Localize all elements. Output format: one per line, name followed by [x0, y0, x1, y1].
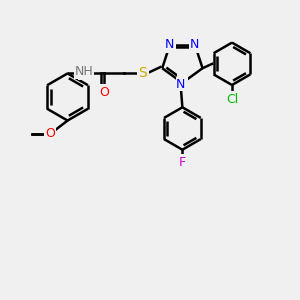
Text: Cl: Cl — [226, 93, 238, 106]
Text: NH: NH — [74, 65, 93, 79]
Text: N: N — [190, 38, 200, 51]
Text: N: N — [165, 38, 175, 51]
Text: N: N — [176, 78, 186, 91]
Text: O: O — [99, 86, 109, 99]
Text: O: O — [45, 127, 55, 140]
Text: S: S — [138, 66, 147, 80]
Text: F: F — [179, 156, 186, 169]
